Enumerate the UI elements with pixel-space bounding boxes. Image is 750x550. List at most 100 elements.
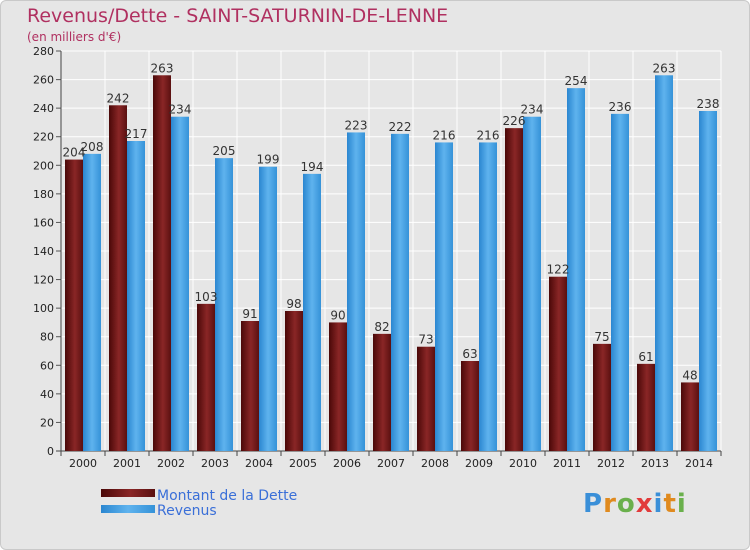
x-tick-label: 2010 bbox=[509, 457, 537, 470]
x-tick-label: 2009 bbox=[465, 457, 493, 470]
data-label-revenus: 254 bbox=[565, 74, 588, 88]
logo-letter: x bbox=[635, 489, 654, 519]
legend-label-revenus: Revenus bbox=[157, 503, 217, 519]
legend-swatch-revenus bbox=[101, 505, 155, 513]
data-label-revenus: 216 bbox=[433, 128, 456, 142]
bar-revenus bbox=[259, 166, 277, 451]
x-tick-label: 2004 bbox=[245, 457, 273, 470]
y-tick-label: 80 bbox=[40, 331, 54, 344]
bar-revenus bbox=[303, 173, 321, 451]
x-tick-label: 2000 bbox=[69, 457, 97, 470]
proxiti-logo: Proxiti bbox=[583, 489, 687, 519]
y-tick-label: 220 bbox=[33, 131, 54, 144]
logo-letter: i bbox=[653, 489, 664, 519]
data-label-dette: 103 bbox=[195, 290, 218, 304]
bar-revenus bbox=[611, 113, 629, 451]
bar-dette bbox=[505, 128, 523, 451]
data-label-revenus: 234 bbox=[169, 103, 192, 117]
bars-layer bbox=[65, 75, 717, 452]
bar-revenus bbox=[391, 133, 409, 451]
y-tick-label: 20 bbox=[40, 416, 54, 429]
legend-label-dette: Montant de la Dette bbox=[157, 488, 297, 504]
bar-revenus bbox=[699, 111, 717, 451]
x-tick-label: 2011 bbox=[553, 457, 581, 470]
bar-revenus bbox=[171, 116, 189, 451]
bar-dette bbox=[197, 303, 215, 451]
bar-revenus bbox=[347, 132, 365, 451]
chart-subtitle: (en milliers d'€) bbox=[27, 30, 122, 44]
bar-dette bbox=[373, 333, 391, 451]
logo-letter: r bbox=[603, 489, 617, 519]
y-tick-label: 160 bbox=[33, 216, 54, 229]
data-label-dette: 73 bbox=[418, 333, 433, 347]
data-label-revenus: 223 bbox=[345, 118, 368, 132]
data-label-dette: 204 bbox=[63, 146, 86, 160]
bar-revenus bbox=[127, 141, 145, 451]
data-label-dette: 61 bbox=[638, 350, 653, 364]
bar-dette bbox=[285, 311, 303, 451]
x-tick-label: 2001 bbox=[113, 457, 141, 470]
y-tick-label: 280 bbox=[33, 45, 54, 58]
data-label-dette: 75 bbox=[594, 330, 609, 344]
bar-revenus bbox=[523, 116, 541, 451]
data-label-dette: 91 bbox=[242, 307, 257, 321]
x-tick-label: 2007 bbox=[377, 457, 405, 470]
data-label-revenus: 205 bbox=[213, 144, 236, 158]
y-tick-label: 180 bbox=[33, 188, 54, 201]
bar-revenus bbox=[215, 158, 233, 451]
data-label-revenus: 216 bbox=[477, 128, 500, 142]
bar-revenus bbox=[567, 88, 585, 452]
data-label-dette: 122 bbox=[547, 263, 570, 277]
data-label-dette: 63 bbox=[462, 347, 477, 361]
legend-swatch-dette bbox=[101, 489, 155, 497]
data-label-dette: 242 bbox=[107, 91, 130, 105]
x-tick-label: 2012 bbox=[597, 457, 625, 470]
bar-dette bbox=[153, 75, 171, 452]
x-tick-label: 2013 bbox=[641, 457, 669, 470]
bar-dette bbox=[549, 276, 567, 451]
logo-letter: o bbox=[616, 489, 636, 519]
bar-revenus bbox=[435, 142, 453, 451]
bar-dette bbox=[329, 322, 347, 451]
data-label-dette: 226 bbox=[503, 114, 526, 128]
x-tick-label: 2003 bbox=[201, 457, 229, 470]
logo-letter: i bbox=[676, 489, 687, 519]
x-tick-label: 2008 bbox=[421, 457, 449, 470]
bar-dette bbox=[593, 343, 611, 451]
data-label-revenus: 217 bbox=[125, 127, 148, 141]
bar-revenus bbox=[655, 75, 673, 452]
data-label-revenus: 236 bbox=[609, 100, 632, 114]
y-tick-label: 100 bbox=[33, 302, 54, 315]
data-label-revenus: 222 bbox=[389, 120, 412, 134]
y-tick-label: 120 bbox=[33, 274, 54, 287]
bar-dette bbox=[681, 382, 699, 451]
y-tick-label: 60 bbox=[40, 359, 54, 372]
bar-dette bbox=[461, 361, 479, 451]
legend: Montant de la Dette Revenus bbox=[101, 488, 297, 519]
data-label-revenus: 238 bbox=[697, 97, 720, 111]
bar-dette bbox=[637, 363, 655, 451]
bar-revenus bbox=[83, 153, 101, 451]
data-label-dette: 263 bbox=[151, 61, 174, 75]
data-label-revenus: 263 bbox=[653, 61, 676, 75]
data-label-revenus: 208 bbox=[81, 140, 104, 154]
bar-dette bbox=[109, 105, 127, 452]
y-tick-label: 0 bbox=[47, 445, 54, 458]
chart-title: Revenus/Dette - SAINT-SATURNIN-DE-LENNE bbox=[27, 5, 449, 27]
y-tick-label: 240 bbox=[33, 102, 54, 115]
data-label-dette: 90 bbox=[330, 308, 345, 322]
y-tick-label: 140 bbox=[33, 245, 54, 258]
data-label-revenus: 199 bbox=[257, 153, 280, 167]
x-tick-label: 2002 bbox=[157, 457, 185, 470]
bar-dette bbox=[65, 159, 83, 452]
logo-letter: P bbox=[583, 489, 604, 519]
y-tick-label: 200 bbox=[33, 159, 54, 172]
data-labels-layer: 204 242 263 103 91 98 90 82 73 63 226 122 75 61 48 208 2… bbox=[63, 61, 720, 382]
data-label-revenus: 234 bbox=[521, 103, 544, 117]
bar-dette bbox=[417, 346, 435, 451]
data-label-dette: 48 bbox=[682, 368, 697, 382]
x-tick-label: 2014 bbox=[685, 457, 713, 470]
logo-letter: t bbox=[663, 489, 677, 519]
